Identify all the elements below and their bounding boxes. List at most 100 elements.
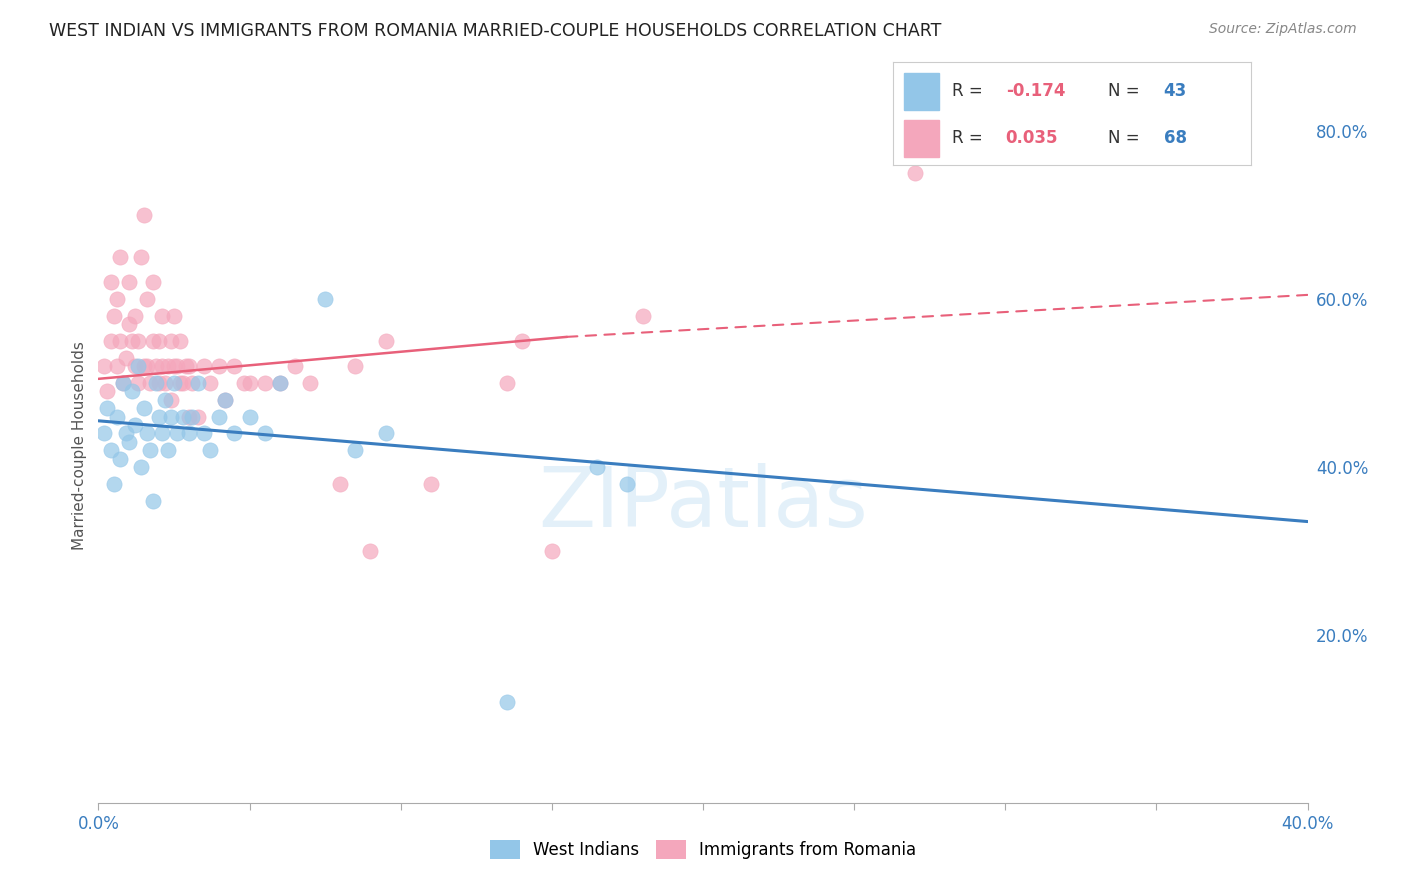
Point xyxy=(103,309,125,323)
Point xyxy=(193,359,215,374)
Text: Source: ZipAtlas.com: Source: ZipAtlas.com xyxy=(1209,22,1357,37)
Point xyxy=(129,460,152,475)
Point xyxy=(160,334,183,348)
Point xyxy=(208,359,231,374)
Point xyxy=(150,426,173,441)
Point xyxy=(208,409,231,424)
Point xyxy=(150,359,173,374)
Point xyxy=(284,359,307,374)
Point xyxy=(181,376,204,390)
Point xyxy=(93,359,115,374)
Point xyxy=(344,443,367,458)
Point xyxy=(142,334,165,348)
Point xyxy=(111,376,134,390)
Point xyxy=(299,376,322,390)
Point xyxy=(172,376,194,390)
Point xyxy=(121,384,143,399)
Text: WEST INDIAN VS IMMIGRANTS FROM ROMANIA MARRIED-COUPLE HOUSEHOLDS CORRELATION CHA: WEST INDIAN VS IMMIGRANTS FROM ROMANIA M… xyxy=(49,22,942,40)
Point xyxy=(224,359,246,374)
Point xyxy=(142,275,165,289)
Point xyxy=(100,443,122,458)
Point xyxy=(179,426,201,441)
Text: 0.035: 0.035 xyxy=(1005,129,1059,147)
Point xyxy=(495,695,517,709)
Point xyxy=(135,359,157,374)
Point xyxy=(239,409,262,424)
Point xyxy=(118,318,141,332)
Point xyxy=(118,434,141,449)
Point xyxy=(148,334,170,348)
Point xyxy=(374,426,396,441)
Text: 68: 68 xyxy=(1164,129,1187,147)
Point xyxy=(239,376,262,390)
Point xyxy=(145,359,167,374)
Point xyxy=(132,359,155,374)
Point xyxy=(232,376,254,390)
Bar xyxy=(904,120,939,157)
Point xyxy=(420,476,443,491)
Point xyxy=(360,544,382,558)
Point xyxy=(187,409,209,424)
Point xyxy=(100,275,122,289)
Text: N =: N = xyxy=(1108,82,1144,100)
Point xyxy=(118,275,141,289)
Point xyxy=(127,359,149,374)
Point xyxy=(156,443,179,458)
Point xyxy=(172,409,194,424)
Point xyxy=(108,334,131,348)
Point xyxy=(904,166,927,180)
Point xyxy=(114,426,136,441)
Point xyxy=(269,376,291,390)
Point xyxy=(96,401,118,416)
Point xyxy=(132,401,155,416)
Point xyxy=(169,376,191,390)
Point xyxy=(269,376,291,390)
Point xyxy=(214,392,236,407)
Point xyxy=(145,376,167,390)
Point xyxy=(129,250,152,264)
Point xyxy=(105,409,128,424)
Point xyxy=(163,376,186,390)
Point xyxy=(200,376,222,390)
Point xyxy=(124,309,146,323)
Point xyxy=(148,409,170,424)
Bar xyxy=(904,73,939,110)
Point xyxy=(510,334,533,348)
Point xyxy=(174,359,197,374)
Point xyxy=(105,359,128,374)
Text: R =: R = xyxy=(952,82,988,100)
Point xyxy=(127,334,149,348)
Point xyxy=(160,392,183,407)
Point xyxy=(163,309,186,323)
Point xyxy=(100,334,122,348)
Point xyxy=(179,409,201,424)
Legend: West Indians, Immigrants from Romania: West Indians, Immigrants from Romania xyxy=(484,833,922,866)
Point xyxy=(111,376,134,390)
Text: ZIPatlas: ZIPatlas xyxy=(538,463,868,543)
Point xyxy=(540,544,562,558)
Point xyxy=(135,426,157,441)
Point xyxy=(616,476,638,491)
Point xyxy=(96,384,118,399)
Point xyxy=(495,376,517,390)
Point xyxy=(142,493,165,508)
Point xyxy=(148,376,170,390)
Point xyxy=(135,292,157,306)
Point xyxy=(139,443,162,458)
Point xyxy=(344,359,367,374)
Point xyxy=(1054,107,1077,121)
Point xyxy=(160,409,183,424)
Point xyxy=(150,309,173,323)
Text: -0.174: -0.174 xyxy=(1005,82,1066,100)
Point xyxy=(121,334,143,348)
Point xyxy=(139,376,162,390)
Point xyxy=(253,426,276,441)
Text: 43: 43 xyxy=(1164,82,1187,100)
Point xyxy=(329,476,352,491)
Point xyxy=(166,426,188,441)
Y-axis label: Married-couple Households: Married-couple Households xyxy=(72,342,87,550)
Point xyxy=(153,392,176,407)
Point xyxy=(108,451,131,466)
Point xyxy=(163,359,186,374)
Text: R =: R = xyxy=(952,129,988,147)
